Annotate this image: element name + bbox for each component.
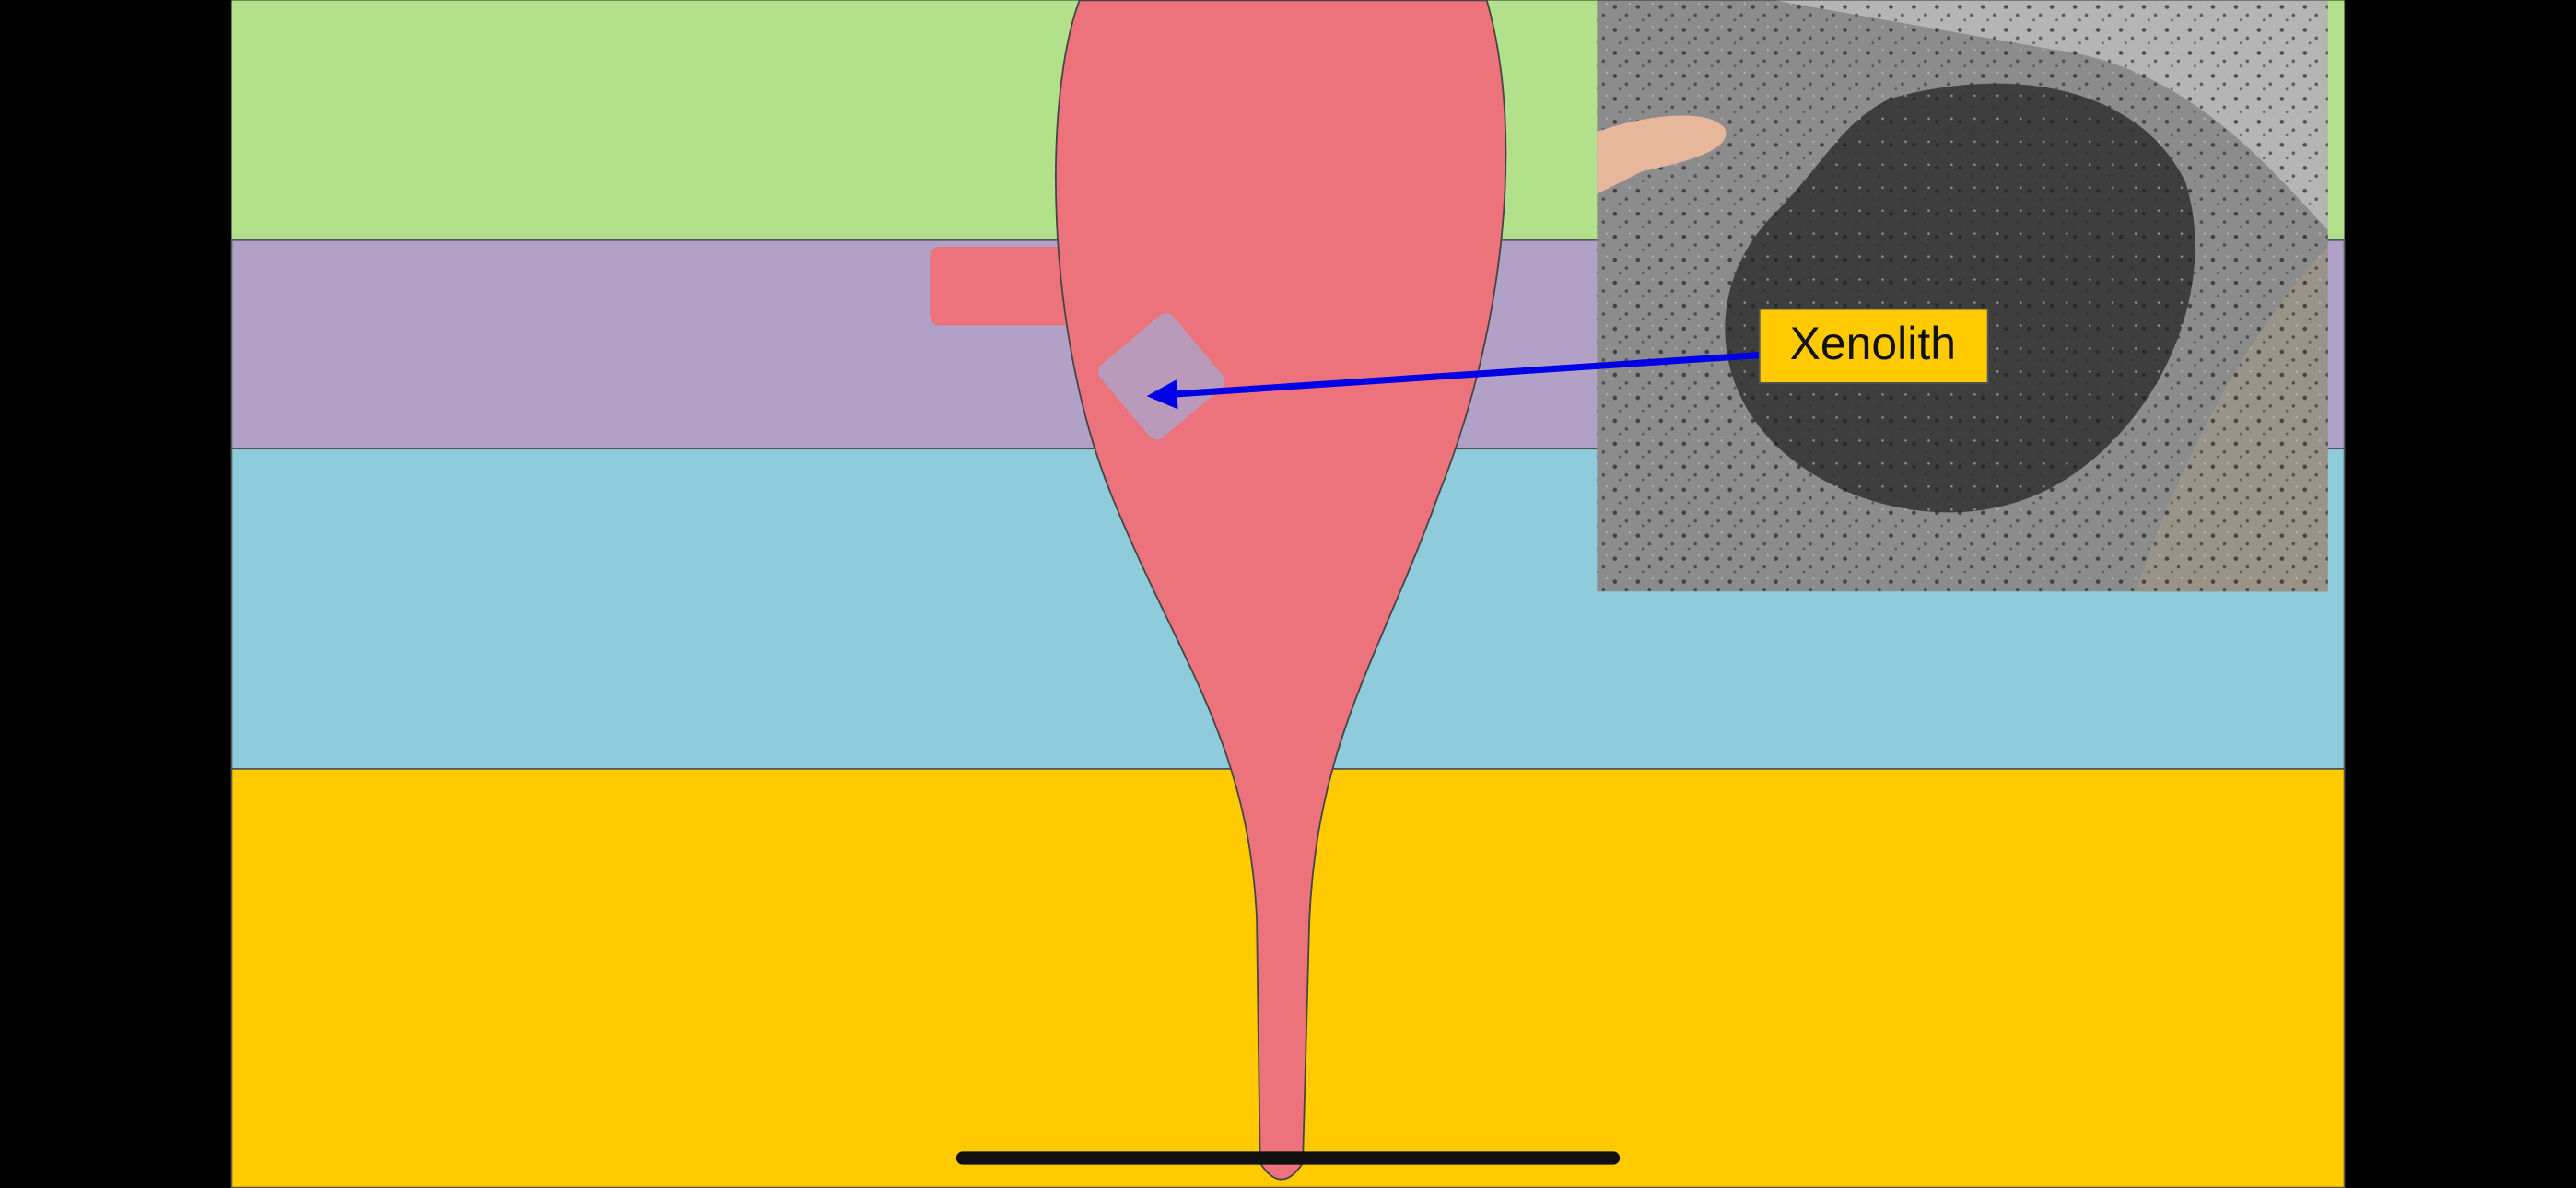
magma-chamber <box>1055 0 1507 1181</box>
label-box <box>1758 308 1989 384</box>
home-indicator <box>955 1151 1621 1165</box>
xenolith-block <box>1098 313 1225 440</box>
dike <box>930 246 1078 326</box>
arrow-line <box>1169 351 1761 398</box>
slide: Xenolith <box>230 0 2346 1188</box>
arrow-head <box>1146 379 1178 410</box>
rock-photo <box>1597 0 2328 592</box>
label: Xenolith <box>1790 318 1956 369</box>
